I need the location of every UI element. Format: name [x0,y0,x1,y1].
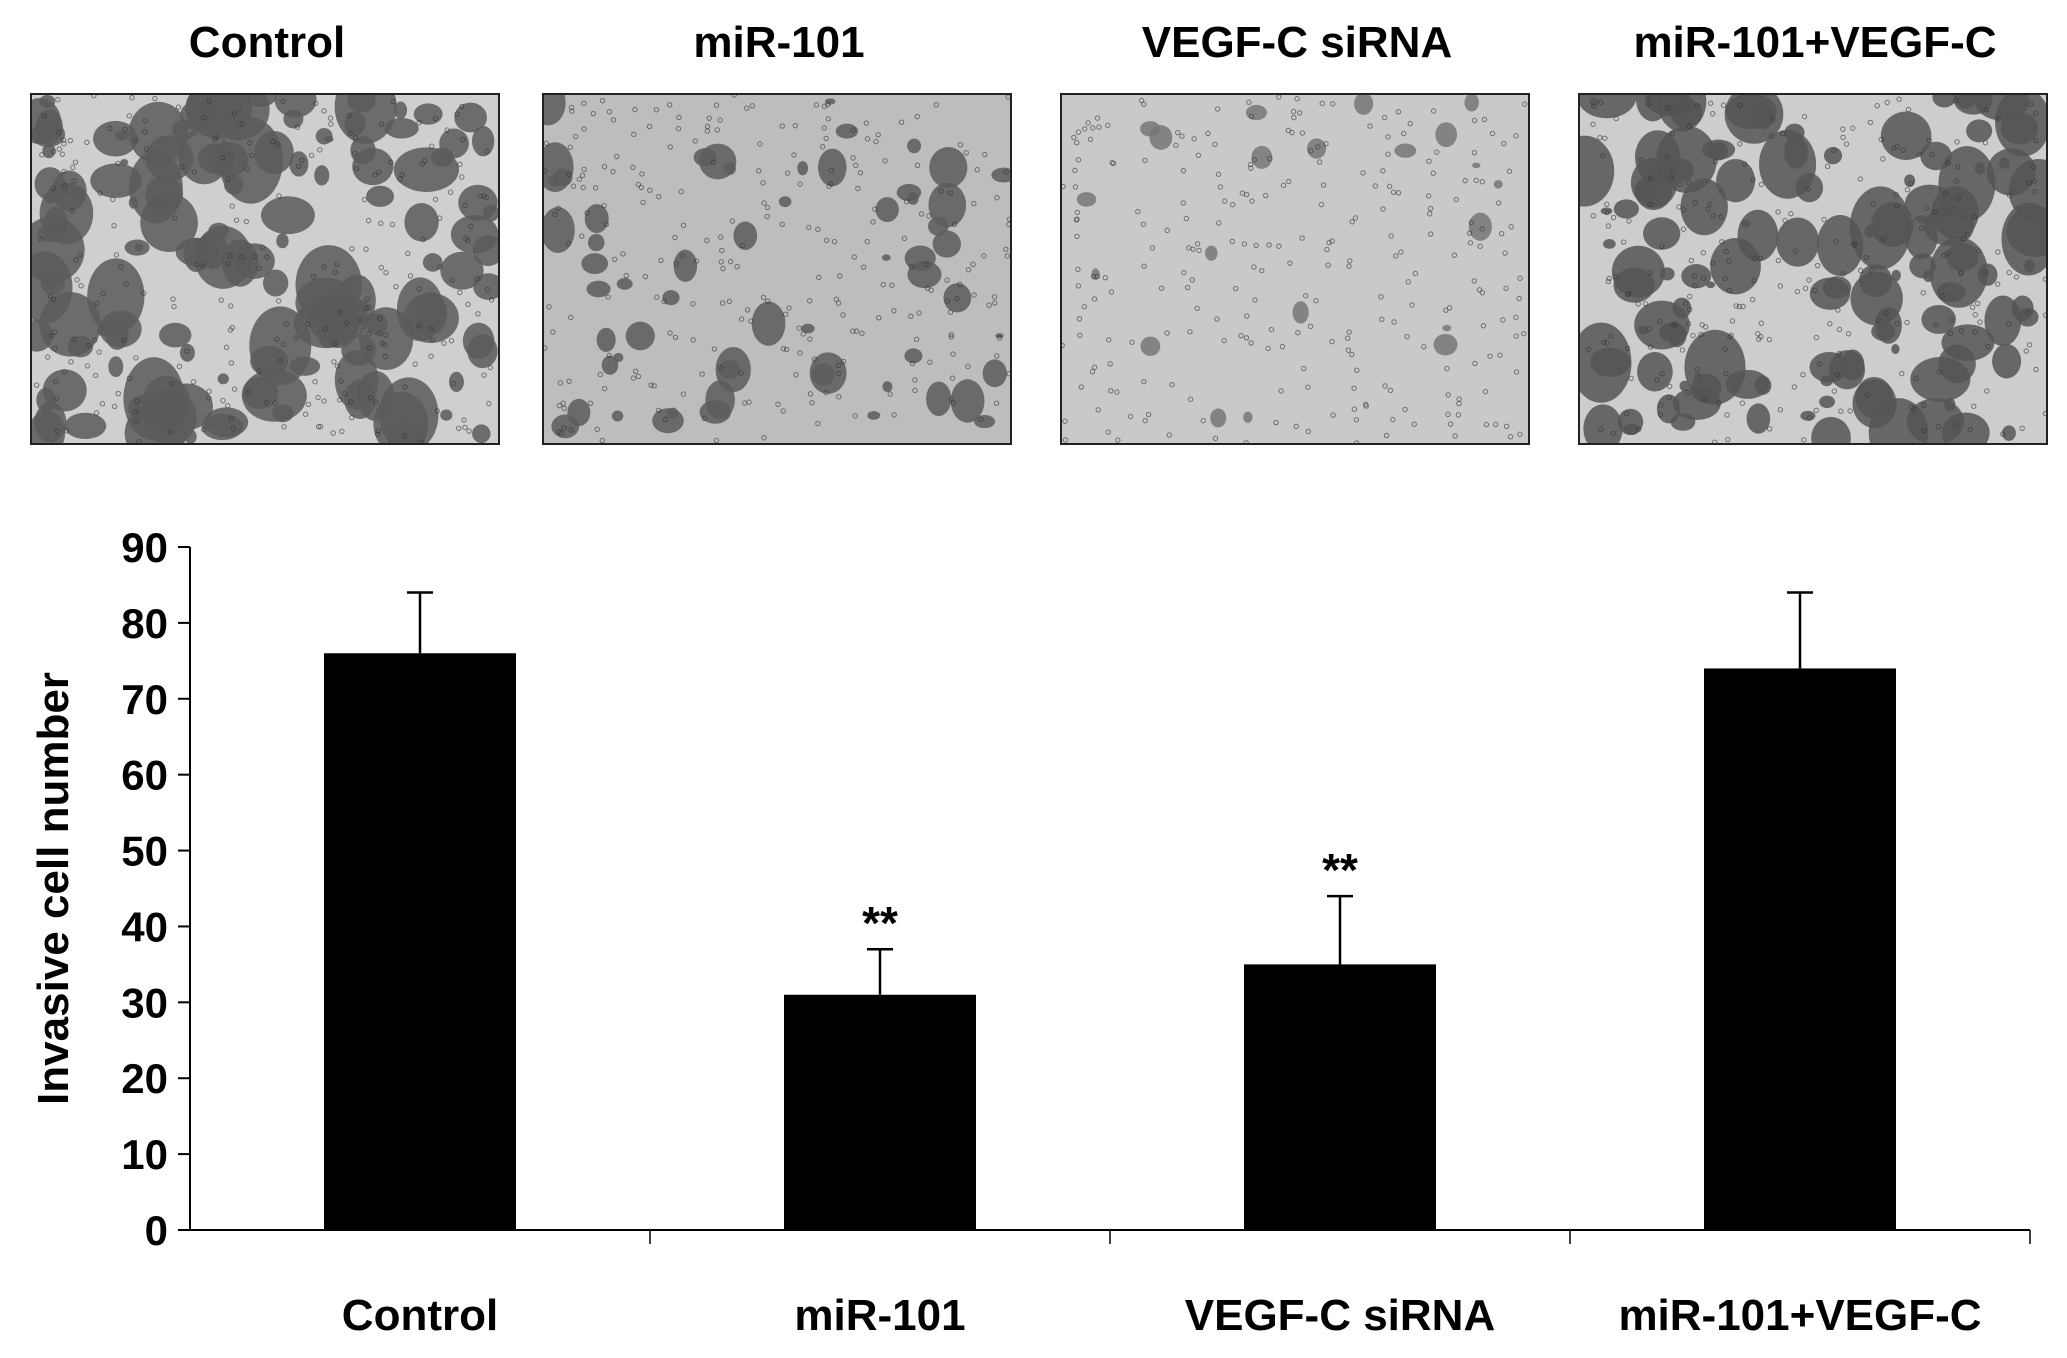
x-category-label: VEGF-C siRNA [1185,1291,1495,1340]
x-category-label: Control [342,1291,498,1340]
micrograph-mir101-image [544,95,1010,443]
micrograph-control-image [32,95,498,443]
panel-title-vegfc-sirna: VEGF-C siRNA [1141,18,1453,67]
micrograph-mir101-vegfc [1578,93,2048,445]
y-tick-label: 30 [121,979,168,1026]
y-tick-label: 60 [121,752,168,799]
y-tick-label: 20 [121,1055,168,1102]
significance-marker: ** [1322,844,1358,896]
bar [784,994,976,1230]
panel-title-mir101-vegfc: miR-101+VEGF-C [1633,18,1997,67]
y-tick-label: 0 [145,1207,168,1254]
x-category-label: miR-101+VEGF-C [1618,1291,1981,1340]
y-tick-label: 90 [121,524,168,571]
micrograph-mir101 [542,93,1012,445]
bar [1244,964,1436,1230]
bar-chart: 0 10 20 30 40 50 60 70 80 90 Invasive cell number C… [29,524,2031,1340]
micrograph-vegfc-sirna [1060,93,1530,445]
panel-title-control: Control [188,18,346,67]
y-tick-label: 70 [121,676,168,723]
significance-marker: ** [862,897,898,949]
y-axis-label: Invasive cell number [29,672,78,1105]
bar [324,653,516,1230]
micrograph-mir101-vegfc-image [1580,95,2046,443]
panel-title-mir101: miR-101 [693,18,865,67]
micrograph-vegfc-sirna-image [1062,95,1528,443]
micrograph-control [30,93,500,445]
y-tick-label: 80 [121,600,168,647]
y-tick-label: 50 [121,828,168,875]
y-tick-label: 40 [121,903,168,950]
y-tick-label: 10 [121,1131,168,1178]
bar [1704,668,1896,1230]
x-category-label: miR-101 [794,1291,965,1340]
